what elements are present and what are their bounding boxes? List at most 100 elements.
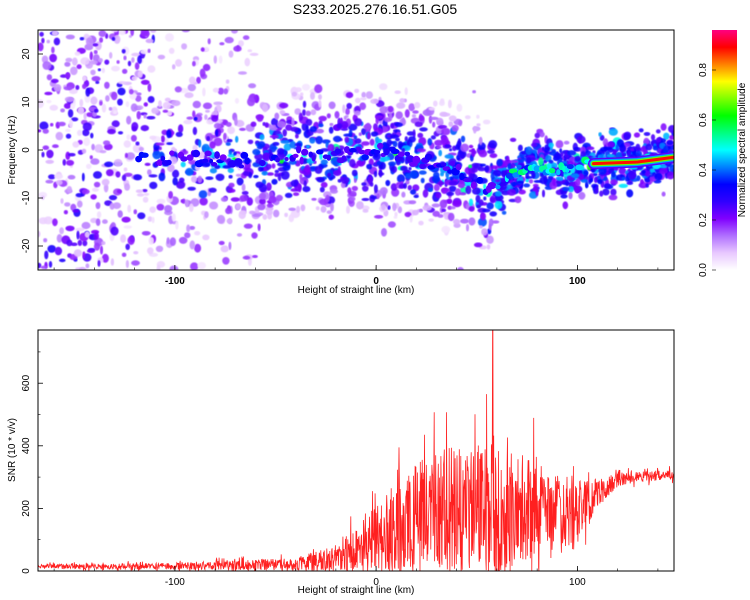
spectrogram-blob <box>103 183 109 193</box>
spectrogram-blob <box>351 169 358 177</box>
snr-frame <box>37 329 675 572</box>
spectrogram-blob <box>198 139 202 148</box>
spectrogram-blob <box>64 61 71 67</box>
spectrogram-blob <box>452 200 462 208</box>
spectrogram-blob <box>409 215 413 223</box>
spectrogram-blob <box>375 115 384 120</box>
spectrogram-blob <box>164 205 173 213</box>
spectrogram-blob <box>200 47 205 52</box>
spectrogram-x-tick-label: -100 <box>165 276 185 287</box>
spectrogram-blob <box>209 141 216 149</box>
spectrogram-blob <box>171 213 176 222</box>
spectrogram-blob <box>301 83 311 91</box>
spectrogram-blob <box>271 178 278 185</box>
spectrogram-blob <box>175 131 183 137</box>
spectrogram-blob <box>314 165 323 174</box>
spectrogram-blob <box>46 149 54 159</box>
spectrogram-blob <box>302 100 307 108</box>
spectrogram-blob <box>241 183 246 192</box>
spectrogram-blob <box>262 152 271 162</box>
spectrogram-blob <box>655 129 661 134</box>
spectrogram-blob <box>610 179 618 186</box>
spectrogram-blob <box>172 177 178 186</box>
spectrogram-blob <box>384 117 391 123</box>
spectrogram-blob <box>448 121 454 127</box>
spectrogram-blob <box>104 59 110 65</box>
spectrogram-blob <box>185 199 189 208</box>
spectrogram-blob <box>652 145 659 151</box>
spectrogram-blob <box>618 183 628 188</box>
spectrogram-blob <box>89 51 94 61</box>
spectrogram-blob <box>433 184 440 192</box>
spectrogram-blob <box>545 154 552 162</box>
spectrogram-blob <box>144 162 151 166</box>
spectrogram-blob <box>55 179 63 186</box>
spectrogram-blob <box>71 57 78 66</box>
spectrogram-blob <box>67 109 74 118</box>
spectrogram-blob <box>125 260 129 268</box>
spectrogram-blob <box>147 83 152 92</box>
spectrogram-blob <box>655 137 662 143</box>
spectrogram-ridge-blob <box>390 148 400 155</box>
spectrogram-ridge-blob <box>275 157 280 163</box>
spectrogram-blob <box>480 212 486 221</box>
spectrogram-blob <box>387 105 394 113</box>
spectrogram-blob <box>459 218 470 224</box>
spectrogram-blob <box>401 191 406 198</box>
spectrogram-blob <box>194 231 201 236</box>
spectrogram-blob <box>109 202 115 210</box>
spectrogram-blob <box>52 144 59 149</box>
spectrogram-blob <box>41 151 45 158</box>
spectrogram-blob <box>97 58 103 63</box>
spectrogram-blob <box>376 193 380 200</box>
spectrogram-blob <box>81 189 90 195</box>
spectrogram-blob <box>77 200 83 208</box>
spectrogram-blob <box>489 195 496 204</box>
spectrogram-blob <box>567 150 577 156</box>
spectrogram-blob <box>412 110 419 114</box>
spectrogram-blob <box>476 123 481 127</box>
spectrogram-ridge-blob <box>169 150 175 156</box>
spectrogram-blob <box>148 174 158 178</box>
spectrogram-blob <box>115 171 121 178</box>
spectrogram-blob <box>231 30 238 34</box>
spectrogram-blob <box>223 132 227 140</box>
spectrogram-ridge-blob <box>470 181 477 189</box>
spectrogram-blob <box>223 88 229 95</box>
spectrogram-blob <box>336 123 343 129</box>
spectrogram-blob <box>509 137 517 142</box>
spectrogram-blob <box>130 30 135 37</box>
spectrogram-blob <box>457 149 467 159</box>
spectrogram-blob <box>531 142 538 148</box>
spectrogram-blob <box>257 223 261 232</box>
spectrogram-blob <box>116 189 122 194</box>
spectrogram-blob <box>379 83 388 91</box>
spectrogram-ridge-blob <box>455 163 462 171</box>
spectrogram-blob <box>309 137 316 144</box>
spectrogram-blob <box>91 43 99 47</box>
spectrogram-blob <box>288 214 295 223</box>
spectrogram-blob <box>65 34 75 40</box>
spectrogram-blob <box>54 173 64 180</box>
spectrogram-blob <box>479 163 486 167</box>
spectrogram-blob <box>258 192 267 200</box>
spectrogram-blob <box>361 141 370 146</box>
spectrogram-blob <box>432 121 436 128</box>
spectrogram-blob <box>645 183 649 188</box>
spectrogram-blob <box>552 177 556 187</box>
spectrogram-ridge-blob <box>284 157 289 161</box>
spectrogram-blob <box>204 211 209 219</box>
colorbar-ticks: 0.0 0.2 0.4 0.6 0.8 <box>698 63 716 277</box>
spectrogram-blob <box>495 191 502 197</box>
spectrogram-blob <box>216 214 226 224</box>
spectrogram-blob <box>534 132 541 139</box>
spectrogram-blob <box>93 232 99 240</box>
spectrogram-blob <box>488 218 494 227</box>
spectrogram-blob <box>354 88 360 93</box>
spectrogram-ridge-blob <box>259 160 266 167</box>
spectrogram-blob <box>228 241 232 251</box>
spectrogram-ridge-blob <box>361 154 369 161</box>
spectrogram-blob <box>486 149 495 154</box>
spectrogram-blob <box>376 160 382 166</box>
spectrogram-blob <box>171 100 181 107</box>
